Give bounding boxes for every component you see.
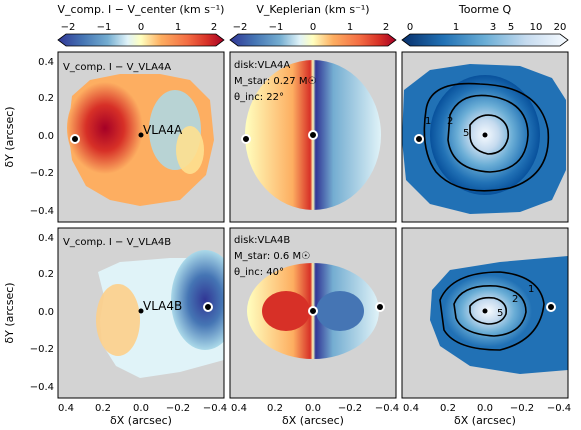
panel-b1-label: disk:VLA4A — [234, 60, 290, 71]
xlabel-col3: δX (arcsec) — [454, 414, 516, 426]
panel-a2-source-marker — [138, 308, 144, 314]
cbar1-tick: −1 — [97, 22, 112, 33]
panel-b2-blue-lobe — [316, 291, 364, 331]
cbar3-tick: 20 — [554, 22, 567, 33]
panel-c2-frame — [401, 227, 569, 399]
cbar1-tick: 1 — [175, 22, 181, 33]
ylabel-row1: δY (arcsec) — [3, 106, 16, 167]
panel-b1-frame — [229, 51, 397, 223]
colorbar-title-3: Toorme Q — [458, 3, 512, 16]
panel-a2-frame — [57, 227, 225, 399]
colorbar-title-1: V_comp. I − V_center (km s⁻¹) — [58, 3, 225, 16]
panel-b2-frame — [229, 227, 397, 399]
ytick-label: 0.4 — [38, 57, 54, 68]
cbar3-tick: 1 — [453, 22, 459, 33]
panel-b2-label: disk:VLA4B — [234, 235, 290, 246]
xtick-label: −0.4 — [203, 403, 227, 414]
panel-a1-red-region — [67, 82, 143, 174]
panel-b1-companion-marker — [241, 134, 251, 144]
contour-5 — [469, 296, 508, 325]
panel-a2-label: V_comp. I − V_VLA4B — [63, 237, 171, 248]
panel-c2-companion-marker — [546, 302, 556, 312]
xtick-label: 0.4 — [58, 403, 74, 414]
colorbar-1 — [57, 33, 225, 47]
cbar1-tick: 2 — [211, 22, 217, 33]
xtick-label: −0.2 — [338, 403, 362, 414]
xtick-label: 0.2 — [267, 403, 283, 414]
panel-b1-source-marker — [308, 130, 318, 140]
colorbar-title-2: V_Keplerian (km s⁻¹) — [256, 3, 369, 16]
ytick-label: 0.0 — [38, 307, 54, 318]
cbar2-tick: 2 — [383, 22, 389, 33]
panel-b2-red-lobe — [262, 291, 310, 331]
ytick-label: −0.4 — [30, 382, 54, 393]
cbar1-tick: 0 — [138, 22, 144, 33]
cbar3-tick: 10 — [530, 22, 543, 33]
panel-a1-yellow-region — [176, 126, 204, 174]
cbar3-tick: 0 — [407, 22, 413, 33]
contour-label: 1 — [528, 284, 534, 295]
contour-1 — [423, 82, 550, 192]
xtick-label: 0.0 — [133, 403, 149, 414]
contour-2 — [453, 285, 527, 337]
xtick-label: 0.2 — [95, 403, 111, 414]
panel-b2-source-marker — [308, 306, 318, 316]
cbar1-tick: −2 — [61, 22, 76, 33]
colorbar-3 — [401, 33, 569, 47]
panel-a2-companion-marker — [203, 302, 213, 312]
xtick-label: −0.4 — [375, 403, 399, 414]
cbar2-tick: −2 — [233, 22, 248, 33]
xtick-label: −0.4 — [547, 403, 571, 414]
contour-label: 5 — [497, 308, 503, 319]
xtick-label: −0.2 — [510, 403, 534, 414]
ytick-label: −0.2 — [30, 344, 54, 355]
panel-b1-mstar: M_star: 0.27 M☉ — [234, 76, 316, 87]
panel-a2-blue-region — [171, 250, 224, 350]
contour-5 — [469, 114, 510, 155]
xtick-label: 0.4 — [231, 403, 247, 414]
xtick-label: 0.0 — [305, 403, 321, 414]
cbar2-tick: 1 — [347, 22, 353, 33]
cbar3-tick: 5 — [508, 22, 514, 33]
panel-b2-mstar: M_star: 0.6 M☉ — [234, 251, 310, 262]
ytick-label: 0.0 — [38, 131, 54, 142]
xtick-label: −0.2 — [166, 403, 190, 414]
contour-label: 5 — [463, 128, 469, 139]
panel-a1-companion-marker — [70, 134, 80, 144]
xtick-label: 0.4 — [403, 403, 419, 414]
panel-b2-theta: θ_inc: 40° — [234, 267, 284, 278]
contour-label: 2 — [447, 116, 453, 127]
panel-c2-source-marker — [482, 308, 488, 314]
ytick-label: 0.2 — [38, 93, 54, 104]
cbar2-tick: 0 — [310, 22, 316, 33]
contour-1 — [439, 271, 545, 351]
panel-a1-frame — [57, 51, 225, 223]
cbar3-tick: 3 — [490, 22, 496, 33]
panel-a2-warm-region — [96, 284, 140, 356]
ytick-label: −0.4 — [30, 206, 54, 217]
xtick-label: 0.2 — [440, 403, 456, 414]
xtick-label: 0.0 — [477, 403, 493, 414]
ylabel-row2: δY (arcsec) — [3, 282, 16, 343]
panel-c1-frame — [401, 51, 569, 223]
panel-a2-source-label: VLA4B — [143, 299, 182, 313]
panel-a1-source-marker — [138, 132, 144, 138]
ytick-label: −0.2 — [30, 168, 54, 179]
cbar2-tick: −1 — [269, 22, 284, 33]
colorbar-2 — [229, 33, 397, 47]
contour-label: 1 — [425, 116, 431, 127]
ytick-label: 0.4 — [38, 233, 54, 244]
panel-c1-companion-marker — [414, 134, 424, 144]
ytick-label: 0.2 — [38, 269, 54, 280]
panel-c1-source-marker — [482, 132, 488, 138]
contour-2 — [447, 94, 529, 173]
panel-b1-theta: θ_inc: 22° — [234, 92, 284, 103]
panel-a1-label: V_comp. I − V_VLA4A — [63, 62, 171, 73]
panel-b2-companion-marker — [375, 302, 385, 312]
contour-label: 2 — [512, 294, 518, 305]
xlabel-col2: δX (arcsec) — [282, 414, 344, 426]
panel-a1-source-label: VLA4A — [143, 123, 183, 137]
xlabel-col1: δX (arcsec) — [110, 414, 172, 426]
